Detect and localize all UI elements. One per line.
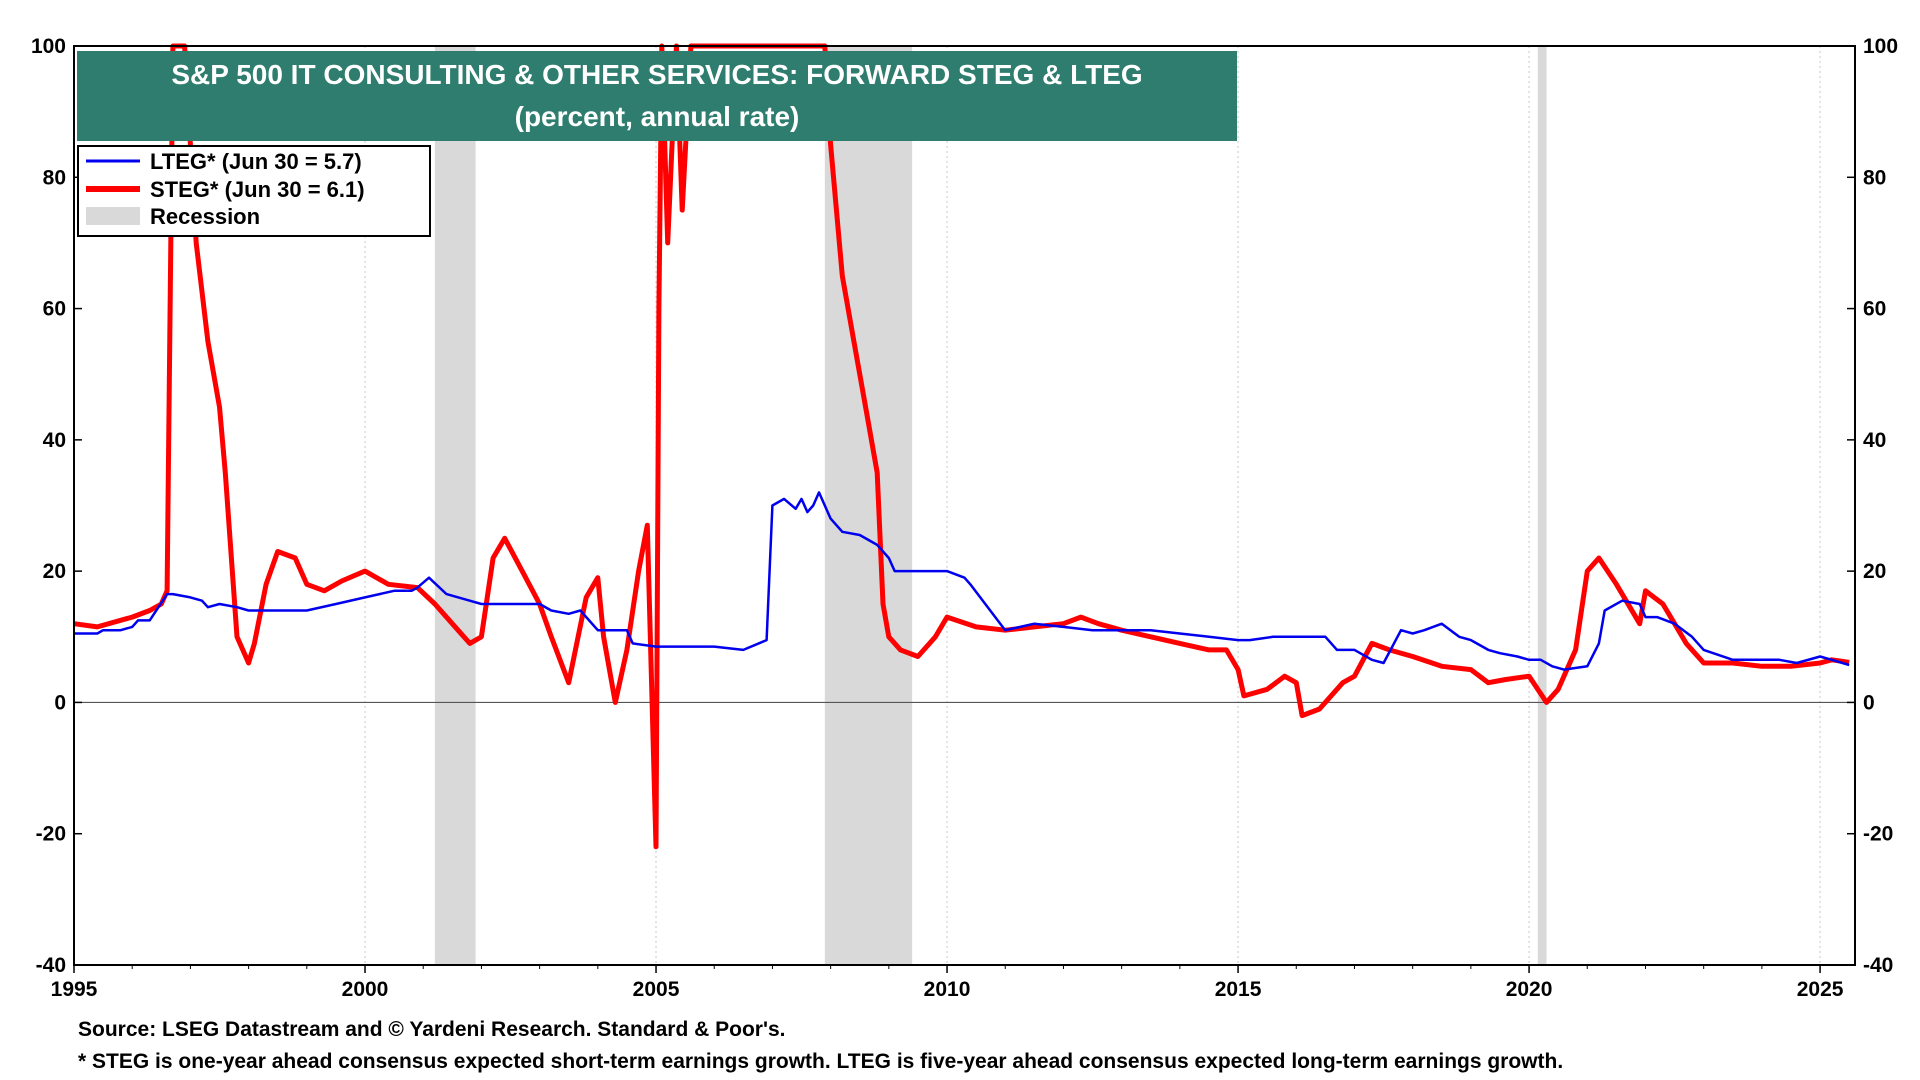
series-steg-line (73, 43, 1850, 850)
y-tick-label-right-0: 0 (1863, 691, 1875, 714)
recession-band-0 (434, 46, 476, 965)
y-tick-label-right-80: 80 (1863, 166, 1886, 189)
title-background (77, 51, 1237, 141)
x-tick-label-2005: 2005 (633, 978, 680, 1001)
y-tick-label-right-100: 100 (1863, 35, 1898, 58)
legend-swatch-recession (86, 207, 140, 225)
recession-band-1 (824, 46, 913, 965)
y-tick-label-left-20: 20 (43, 560, 66, 583)
legend-label-recession: Recession (150, 204, 260, 229)
y-tick-label-right-60: 60 (1863, 298, 1886, 321)
title-box: S&P 500 IT CONSULTING & OTHER SERVICES: … (77, 51, 1237, 141)
x-tick-label-2010: 2010 (924, 978, 971, 1001)
y-tick-label-left-60: 60 (43, 298, 66, 321)
chart-title: S&P 500 IT CONSULTING & OTHER SERVICES: … (171, 59, 1142, 90)
y-tick-label-right--20: -20 (1863, 823, 1893, 846)
y-tick-label-left-100: 100 (31, 35, 66, 58)
plot-frame (73, 45, 1856, 966)
y-tick-label-right-40: 40 (1863, 429, 1886, 452)
footnote: * STEG is one-year ahead consensus expec… (78, 1050, 1564, 1073)
y-tick-label-left-80: 80 (43, 166, 66, 189)
y-tick-label-right--40: -40 (1863, 954, 1893, 977)
legend-label-steg: STEG* (Jun 30 = 6.1) (150, 177, 365, 202)
x-tick-label-1995: 1995 (51, 978, 98, 1001)
x-tick-label-2015: 2015 (1215, 978, 1262, 1001)
chart-subtitle: (percent, annual rate) (515, 101, 800, 132)
recession-bands (434, 46, 1547, 965)
y-tick-label-left-40: 40 (43, 429, 66, 452)
source-note: Source: LSEG Datastream and © Yardeni Re… (78, 1018, 786, 1041)
series-lines (73, 43, 1850, 850)
x-tick-label-2020: 2020 (1506, 978, 1553, 1001)
y-tick-label-left-0: 0 (54, 691, 66, 714)
x-tick-label-2000: 2000 (342, 978, 389, 1001)
y-tick-label-left--40: -40 (36, 954, 66, 977)
y-tick-label-left--20: -20 (36, 823, 66, 846)
recession-band-2 (1537, 46, 1547, 965)
x-tick-label-2025: 2025 (1797, 978, 1844, 1001)
legend: LTEG* (Jun 30 = 5.7) STEG* (Jun 30 = 6.1… (77, 145, 431, 237)
y-tick-label-right-20: 20 (1863, 560, 1886, 583)
axes: 1995 2000 2005 2010 2015 2020 2025-40 -40-20 -20… (31, 35, 1898, 1001)
legend-label-lteg: LTEG* (Jun 30 = 5.7) (150, 149, 362, 174)
series-lteg-line (74, 491, 1850, 671)
